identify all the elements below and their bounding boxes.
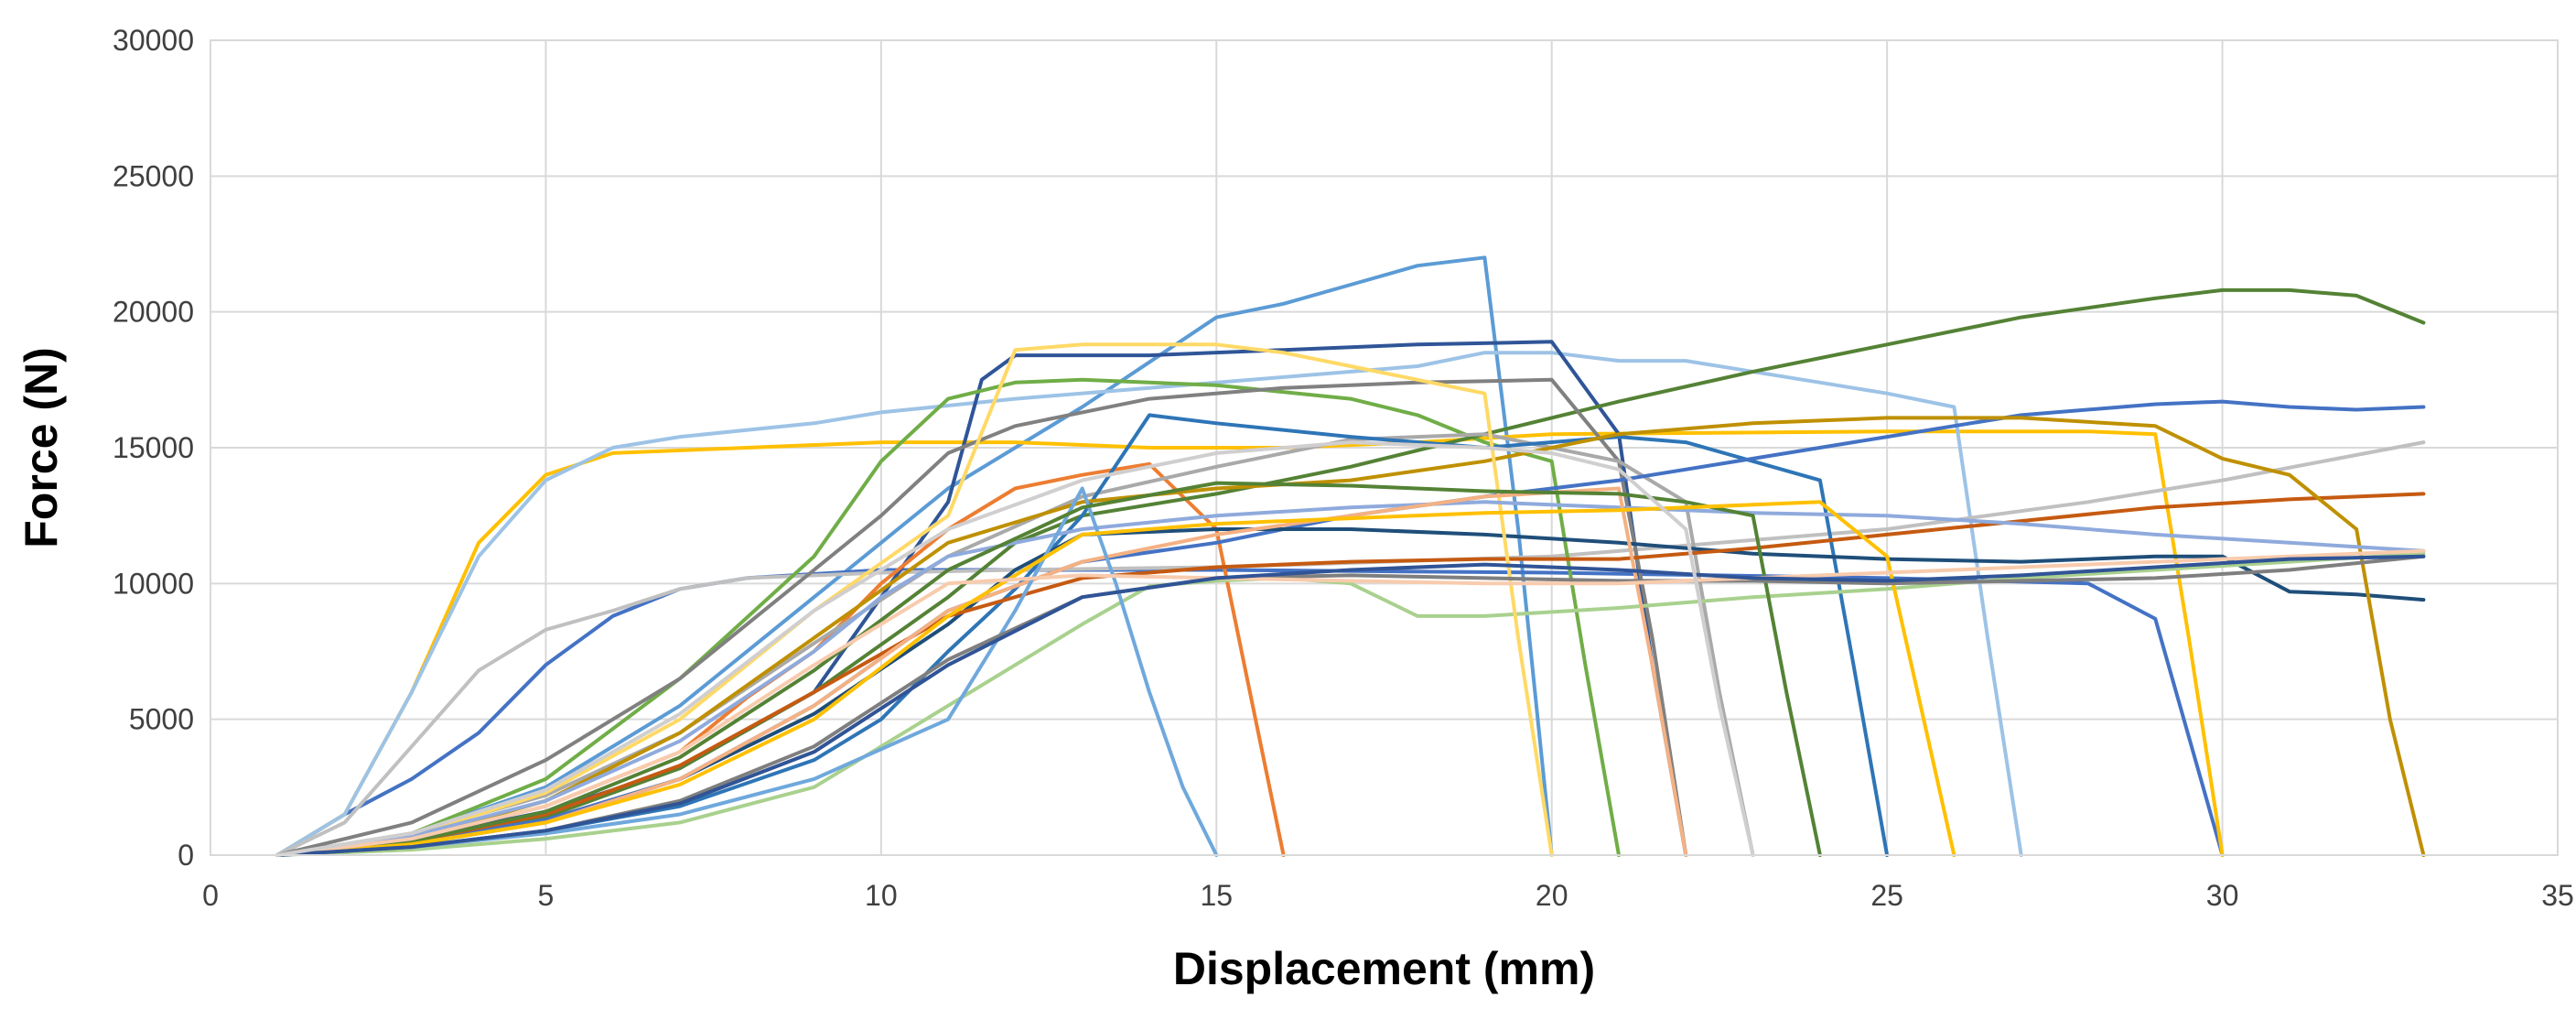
series-line-1 [275,255,1554,857]
series-line-18 [275,342,1554,857]
series-line-21 [275,486,1219,857]
y-tick-label: 30000 [113,24,194,57]
series-line-12 [275,413,1890,857]
series-line-23 [275,500,1956,857]
grid [210,39,2559,856]
x-tick-label: 35 [2541,879,2574,912]
x-tick-label: 5 [538,879,555,912]
series-line-26 [275,554,2426,857]
x-tick-label: 10 [865,879,898,912]
y-tick-label: 0 [178,839,194,872]
y-tick-label: 25000 [113,159,194,192]
y-tick-label: 5000 [129,703,194,736]
series-line-9 [275,287,2426,857]
plot-area-border [210,39,2559,856]
series-line-19 [275,500,2426,857]
series-line-5 [275,440,2426,857]
x-tick-label: 30 [2206,879,2239,912]
series-line-27 [275,440,1755,857]
y-tick-label: 10000 [113,567,194,600]
series-line-11 [275,432,1755,857]
y-axis-title: Force (N) [16,347,67,547]
y-tick-label: 15000 [113,431,194,464]
series-line-25 [275,548,2426,857]
x-tick-label: 0 [202,879,219,912]
y-tick-labels: 0 5000 10000 15000 20000 25000 30000 [113,24,194,872]
series-line-13 [275,399,2426,857]
x-tick-labels: 0 5 10 15 20 25 30 35 [202,879,2574,912]
series-line-10 [275,377,1688,857]
x-tick-label: 20 [1536,879,1568,912]
y-tick-label: 20000 [113,296,194,329]
series-line-15 [275,492,2426,857]
series-line-22 [275,481,1822,857]
x-tick-label: 15 [1200,879,1233,912]
series-line-17 [275,551,2426,857]
x-tick-label: 25 [1870,879,1903,912]
series-line-4 [275,351,2023,857]
x-axis-title: Displacement (mm) [1173,943,1595,994]
series-lines [275,255,2426,857]
series-line-16 [275,416,2426,857]
series-line-24 [275,554,2426,857]
series-line-3 [275,429,2225,857]
